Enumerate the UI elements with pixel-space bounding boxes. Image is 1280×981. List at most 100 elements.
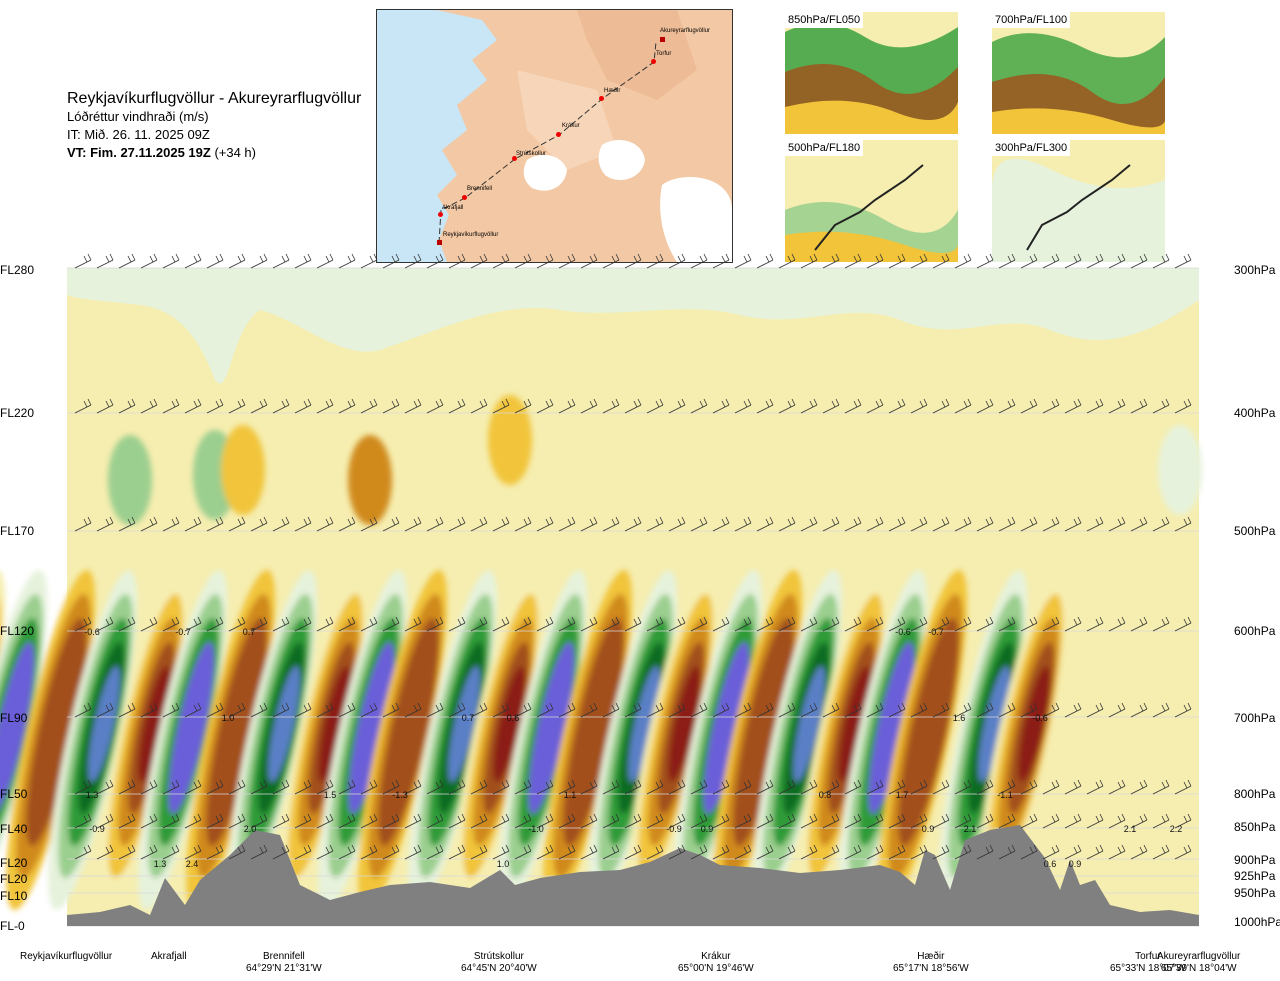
value-label: -1.1 (997, 790, 1013, 800)
wind-barb (844, 702, 862, 718)
route-map-svg (377, 10, 732, 262)
velocity-cell (838, 666, 870, 782)
velocity-cell (628, 666, 660, 782)
wind-barb (294, 398, 312, 414)
wind-barb (844, 844, 862, 860)
wind-barb (778, 813, 796, 829)
wind-barb (448, 616, 466, 632)
map-point-Reykjavíkurflugvöllur (437, 240, 442, 245)
wind-barb (404, 616, 422, 632)
wind-barb (1174, 253, 1192, 269)
wind-barb (294, 702, 312, 718)
quantity-label: Lóðréttur vindhraði (m/s) (67, 109, 209, 124)
waypoint-label: Akureyrarflugvöllur 65°39'N 18°04'W (1157, 951, 1240, 975)
wind-barb (558, 253, 576, 269)
wind-barb (1064, 779, 1082, 795)
wind-barb (756, 779, 774, 795)
velocity-cell (448, 666, 480, 782)
wind-barb (910, 516, 928, 532)
wind-barb (646, 813, 664, 829)
wind-barb (954, 616, 972, 632)
wind-barb (1042, 516, 1060, 532)
wind-barb (448, 844, 466, 860)
wind-barb (426, 779, 444, 795)
wind-barb (580, 398, 598, 414)
wind-barb (316, 398, 334, 414)
right-axis-label: 400hPa (1234, 406, 1276, 420)
wind-barb (1086, 813, 1104, 829)
map-label-Brennifell: Brennifell (467, 186, 493, 192)
thumbnail-300hPa[interactable]: 300hPa/FL300 (992, 140, 1165, 262)
thumbnail-500hPa[interactable]: 500hPa/FL180 (785, 140, 958, 262)
wind-barb (96, 616, 114, 632)
velocity-cell (26, 618, 87, 846)
wind-barb (162, 253, 180, 269)
wind-barb (602, 844, 620, 860)
wind-barb (756, 253, 774, 269)
waypoint-name: Krákur (701, 951, 731, 962)
wind-barb (536, 616, 554, 632)
wind-barb (118, 702, 136, 718)
wind-barb (734, 813, 752, 829)
wind-barb (998, 702, 1016, 718)
wind-barb (1064, 702, 1082, 718)
value-label: -0.7 (175, 627, 191, 637)
wind-barb (1020, 616, 1038, 632)
waypoint-coord: 64°45'N 20°40'W (461, 963, 537, 974)
wind-barb (932, 398, 950, 414)
wind-barb (822, 616, 840, 632)
wind-barb (514, 253, 532, 269)
wind-barb (1042, 398, 1060, 414)
right-axis-label: 500hPa (1234, 524, 1276, 538)
wind-barb (206, 779, 224, 795)
right-axis-label: 700hPa (1234, 711, 1276, 725)
map-point-Hæðir (599, 96, 604, 101)
wind-barb (932, 616, 950, 632)
wind-barb (690, 813, 708, 829)
wind-barb (1174, 844, 1192, 860)
wind-barb (712, 813, 730, 829)
velocity-cell (348, 642, 395, 814)
wind-barb (1064, 253, 1082, 269)
wind-barb (668, 813, 686, 829)
wind-barb (602, 813, 620, 829)
wind-barb (778, 779, 796, 795)
value-label: 0.6 (507, 713, 520, 723)
wind-barb (558, 616, 576, 632)
wind-barb (316, 702, 334, 718)
wind-barb (1108, 616, 1126, 632)
wind-barb (998, 779, 1016, 795)
wind-barb (162, 516, 180, 532)
wind-barb (1108, 253, 1126, 269)
wind-barb (470, 844, 488, 860)
wind-barb (734, 398, 752, 414)
wind-barb (492, 616, 510, 632)
value-label: -0.6 (895, 627, 911, 637)
wind-barb (360, 253, 378, 269)
value-label: -1.0 (528, 824, 544, 834)
waypoint-label: Akrafjall (151, 951, 187, 963)
right-axis-label: 900hPa (1234, 853, 1276, 867)
wind-barb (800, 844, 818, 860)
wind-barb (734, 253, 752, 269)
value-label: -0.9 (89, 824, 105, 834)
wind-barb (954, 398, 972, 414)
wind-barb (272, 616, 290, 632)
upper-green-band (67, 268, 1199, 384)
thumbnail-700hPa[interactable]: 700hPa/FL100 (992, 12, 1165, 134)
wind-barb (1020, 813, 1038, 829)
wind-barb (1086, 516, 1104, 532)
wind-barb (140, 702, 158, 718)
valid-time: VT: Fim. 27.11.2025 19Z (+34 h) (67, 144, 361, 162)
wind-barb (558, 398, 576, 414)
wind-barb (800, 398, 818, 414)
wind-barb (690, 398, 708, 414)
wind-barb (668, 779, 686, 795)
wind-barb (74, 253, 92, 269)
wind-barb (646, 702, 664, 718)
wind-barb (778, 253, 796, 269)
wind-barb (184, 813, 202, 829)
vertical-velocity-cells (0, 395, 1202, 910)
value-label: -0.6 (84, 627, 100, 637)
thumbnail-850hPa[interactable]: 850hPa/FL050 (785, 12, 958, 134)
